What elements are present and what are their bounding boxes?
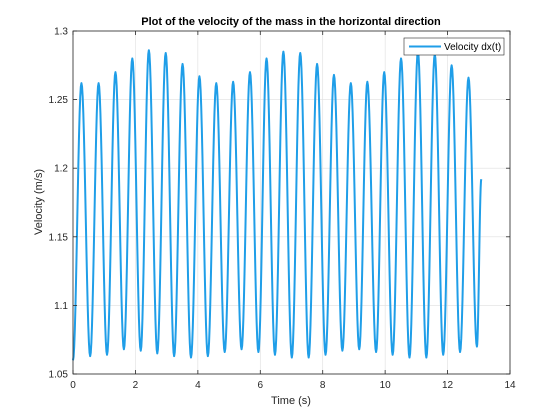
x-tick-label: 14 [504,380,516,391]
x-tick-label: 10 [380,380,392,391]
legend-box [403,37,505,56]
y-tick-label: 1.25 [49,95,69,106]
y-tick-label: 1.15 [49,232,69,243]
x-tick-label: 4 [195,380,201,391]
x-tick-label: 8 [320,380,326,391]
x-tick-label: 12 [442,380,454,391]
y-tick-label: 1.3 [54,27,68,38]
y-tick-labels: 1.05 1.1 1.15 1.2 1.25 1.3 [49,27,69,381]
x-tick-labels: 0 2 4 6 8 10 12 14 [70,380,516,391]
legend[interactable]: Velocity dx(t) [403,37,505,56]
y-tick-label: 1.05 [49,370,69,381]
series-layer [72,49,483,361]
tick-marks [72,30,511,375]
y-tick-label: 1.1 [54,301,68,312]
chart-title: Plot of the velocity of the mass in the … [141,16,441,28]
velocity-series-line [72,49,483,361]
x-tick-label: 0 [70,380,76,391]
plot-box [72,30,511,375]
y-axis-label: Velocity (m/s) [33,169,45,235]
legend-label-velocity: Velocity dx(t) [444,42,501,53]
x-tick-label: 6 [258,380,264,391]
x-tick-label: 2 [133,380,139,391]
x-axis-label: Time (s) [271,395,311,407]
y-tick-label: 1.2 [54,164,68,175]
